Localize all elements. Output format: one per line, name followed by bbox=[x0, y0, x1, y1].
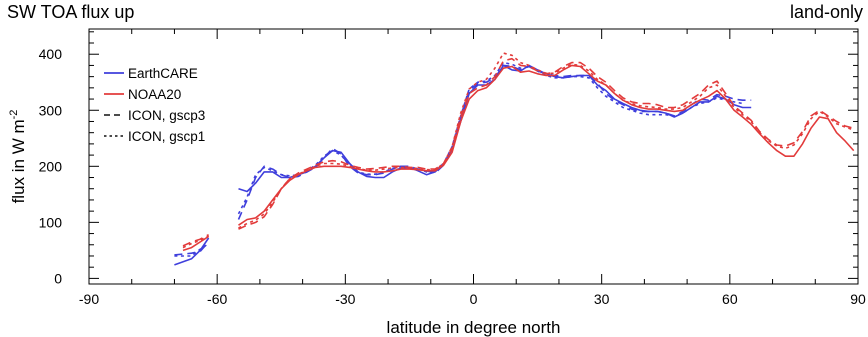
series-lines bbox=[174, 52, 855, 266]
y-axis-label-text: flux in W m bbox=[9, 119, 28, 203]
x-tick-label: -30 bbox=[335, 291, 355, 307]
x-tick-label: 30 bbox=[594, 291, 610, 307]
x-axis-label: latitude in degree north bbox=[387, 318, 561, 337]
y-tick-label: 100 bbox=[39, 214, 63, 230]
series-line-earthcare-dotted bbox=[174, 242, 210, 257]
legend: EarthCARE NOAA20 ICON, gscp3 ICON, gscp1 bbox=[104, 66, 205, 144]
x-tick-label: 60 bbox=[722, 291, 738, 307]
legend-label: ICON, gscp1 bbox=[128, 129, 205, 144]
series-line-noaa20-solid bbox=[238, 64, 855, 226]
legend-label: NOAA20 bbox=[128, 87, 181, 102]
y-axis-label-exponent: -2 bbox=[8, 110, 20, 120]
series-line-noaa20-dotted bbox=[238, 52, 854, 229]
y-tick-label: 200 bbox=[39, 158, 63, 174]
series-line-noaa20-dashed bbox=[182, 233, 209, 247]
legend-label: EarthCARE bbox=[128, 66, 198, 81]
series-line-noaa20-dotted bbox=[182, 235, 209, 249]
series-line-earthcare-solid bbox=[174, 237, 210, 266]
series-line-noaa20-solid bbox=[182, 235, 210, 252]
legend-label: ICON, gscp3 bbox=[128, 108, 205, 123]
y-axis-label: flux in W m-2 bbox=[8, 110, 28, 204]
x-tick-label: -90 bbox=[79, 291, 99, 307]
x-tick-label: -60 bbox=[207, 291, 227, 307]
chart-subtitle: land-only bbox=[789, 2, 863, 22]
y-tick-label: 300 bbox=[39, 102, 63, 118]
series-line-earthcare-solid bbox=[238, 64, 752, 193]
plot-frame bbox=[88, 28, 859, 285]
chart-title: SW TOA flux up bbox=[7, 2, 135, 22]
series-line-earthcare-dotted bbox=[237, 61, 743, 215]
series-line-earthcare-dashed bbox=[237, 64, 752, 220]
y-tick-label: 0 bbox=[54, 270, 62, 286]
x-tick-label: 90 bbox=[850, 291, 866, 307]
y-tick-label: 400 bbox=[39, 46, 63, 62]
x-tick-label: 0 bbox=[470, 291, 478, 307]
tick-labels: -90 -60 -30 0 30 60 90 0 100 200 300 400 bbox=[39, 46, 866, 307]
series-line-noaa20-dashed bbox=[238, 57, 854, 230]
